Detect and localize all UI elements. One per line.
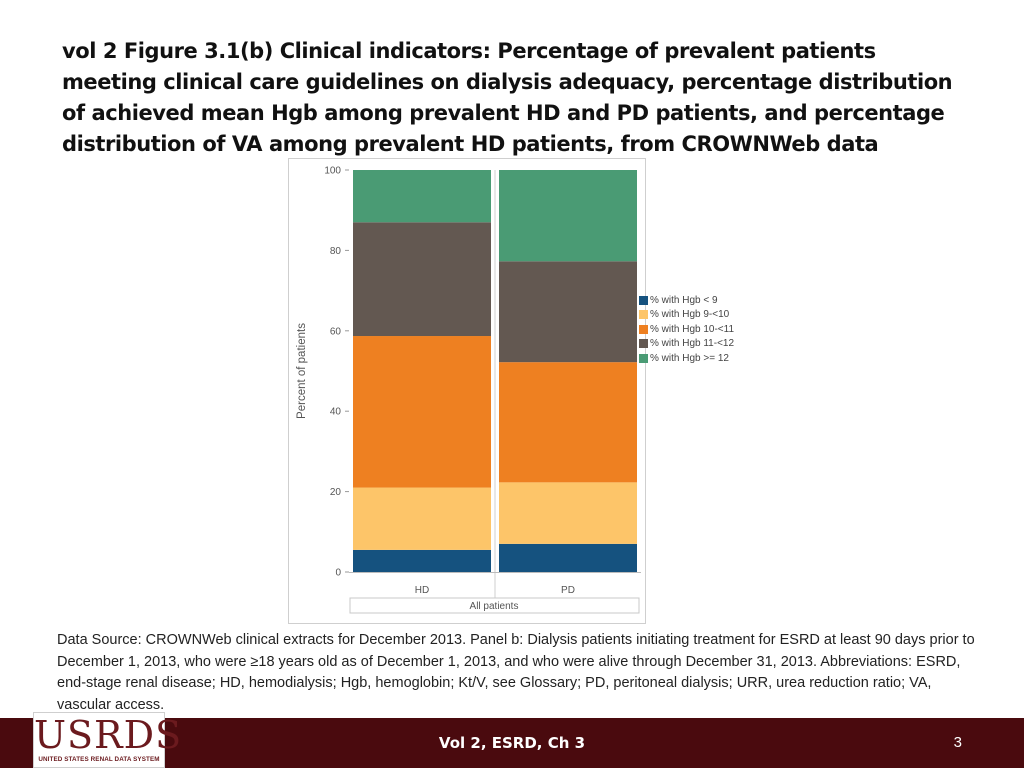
y-tick-label: 20 [330, 487, 342, 498]
x-tick-label: PD [561, 585, 575, 596]
chart-legend: % with Hgb < 9 % with Hgb 9-<10 % with Hgb… [639, 293, 734, 366]
legend-swatch [639, 324, 648, 334]
bar-segment-pd-1 [499, 543, 637, 572]
legend-label: % with Hgb 11-<12 [650, 338, 735, 350]
y-tick-label: 0 [335, 568, 341, 579]
x-tick-label: HD [415, 585, 429, 596]
legend-label: % with Hgb 9-<10 [650, 309, 730, 321]
page-number: 3 [953, 734, 962, 751]
bar-segment-hd-1 [353, 549, 491, 572]
legend-item: % with Hgb 11-<12 [639, 337, 734, 352]
legend-label: % with Hgb < 9 [650, 294, 718, 306]
bar-segment-pd-2 [499, 482, 637, 544]
footer-bar [0, 718, 1024, 768]
y-tick-label: 80 [330, 246, 342, 257]
bar-segment-hd-4 [353, 222, 491, 337]
x-group-box [349, 597, 640, 614]
legend-label: % with Hgb 10-<11 [650, 323, 735, 335]
legend-swatch [639, 310, 648, 320]
logo-wordmark: USRDS [34, 713, 183, 757]
y-tick-label: 60 [330, 326, 342, 337]
legend-item: % with Hgb < 9 [639, 293, 734, 308]
legend-swatch [639, 353, 648, 363]
legend-item: % with Hgb 10-<11 [639, 322, 734, 337]
usrds-logo: USRDS UNITED STATES RENAL DATA SYSTEM [33, 712, 183, 768]
legend-label: % with Hgb >= 12 [650, 352, 729, 364]
footer-label: Vol 2, ESRD, Ch 3 [438, 734, 586, 752]
y-tick-label: 100 [324, 166, 341, 177]
legend-swatch [639, 339, 648, 349]
logo-subtitle: UNITED STATES RENAL DATA SYSTEM [38, 756, 160, 763]
bar-segment-hd-3 [353, 336, 491, 488]
bar-segment-pd-4 [499, 261, 637, 363]
stacked-bar-chart: 0 20 40 60 80 100 Percent of patients HD PD All p… [296, 166, 641, 614]
bar-segment-hd-2 [353, 487, 491, 550]
bar-segment-hd-5 [353, 170, 491, 223]
x-axis-title: All patients [470, 601, 519, 612]
legend-item: % with Hgb 9-<10 [639, 308, 734, 323]
y-tick-label: 40 [330, 407, 342, 418]
legend-item: % with Hgb >= 12 [639, 351, 734, 366]
y-axis-title: Percent of patients [296, 323, 308, 419]
bar-segment-pd-5 [499, 170, 637, 262]
legend-swatch [639, 295, 648, 305]
data-source-note: Data Source: CROWNWeb clinical extracts … [57, 632, 975, 713]
slide-title: vol 2 Figure 3.1(b) Clinical indicators:… [62, 39, 953, 156]
chart-panel: 0 20 40 60 80 100 Percent of patients HD PD All p… [288, 158, 646, 624]
bar-segment-pd-3 [499, 362, 637, 483]
